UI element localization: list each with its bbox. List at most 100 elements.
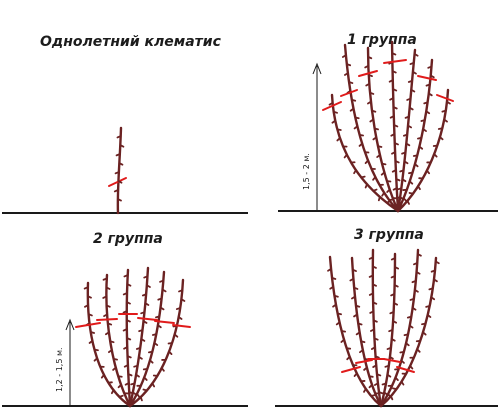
bud-mark: [411, 306, 417, 311]
bud-mark: [328, 101, 334, 106]
bud-mark: [439, 136, 444, 141]
bud-mark: [413, 262, 419, 266]
arrow-head: [312, 62, 322, 75]
bud-mark: [155, 315, 161, 319]
bud-mark: [112, 366, 117, 371]
bud-mark: [336, 137, 341, 142]
bud-mark: [386, 346, 392, 350]
bud-mark: [371, 283, 377, 287]
bud-mark: [157, 297, 163, 301]
cut-mark: [436, 94, 454, 102]
bud-mark: [408, 324, 414, 329]
bud-mark: [441, 109, 447, 113]
bud-mark: [394, 160, 400, 164]
bud-mark: [372, 364, 378, 368]
bud-mark: [123, 346, 129, 350]
panel-group1-title: 1 группа: [347, 32, 417, 48]
bud-mark: [405, 142, 411, 147]
bud-mark: [416, 348, 421, 353]
bud-mark: [417, 136, 423, 140]
bud-mark: [109, 340, 115, 344]
bud-mark: [401, 178, 407, 183]
cut-mark: [154, 320, 175, 324]
bud-mark: [138, 329, 144, 333]
panel-annual-title: Однолетний клематис: [40, 34, 222, 50]
bud-mark: [414, 163, 419, 168]
bud-mark: [180, 298, 186, 302]
bud-mark: [138, 355, 143, 360]
cut-marks: [341, 358, 415, 373]
panel-group3: 3 группа: [275, 227, 498, 408]
bud-mark: [381, 382, 387, 386]
bud-mark: [370, 394, 376, 397]
bud-mark: [386, 188, 391, 193]
bud-mark: [394, 266, 400, 270]
bud-mark: [397, 187, 403, 191]
bud-mark: [102, 277, 108, 281]
bud-mark: [403, 333, 409, 337]
bud-mark: [390, 338, 396, 342]
bud-mark: [426, 313, 432, 318]
bud-mark: [126, 283, 132, 287]
bud-mark: [128, 391, 134, 395]
bud-mark: [417, 185, 421, 191]
cut-mark: [358, 70, 378, 77]
bud-mark: [149, 359, 154, 364]
bud-mark: [118, 394, 124, 398]
cut-marks: [75, 313, 191, 328]
bud-mark: [420, 119, 426, 122]
bud-mark: [89, 331, 96, 334]
bud-mark: [122, 310, 128, 314]
bud-mark: [390, 293, 396, 297]
bud-mark: [388, 79, 394, 83]
bud-mark: [119, 144, 125, 148]
bud-mark: [87, 313, 93, 317]
bud-mark: [359, 349, 364, 354]
bud-mark: [145, 284, 151, 288]
bud-mark: [123, 274, 129, 278]
bud-mark: [391, 70, 397, 74]
bud-mark: [360, 175, 366, 179]
bud-mark: [383, 391, 388, 396]
bud-mark: [389, 311, 395, 315]
bud-mark: [125, 319, 131, 323]
bud-mark: [411, 280, 417, 284]
stem: [371, 248, 383, 408]
bud-mark: [358, 142, 364, 147]
bud-mark: [102, 295, 108, 299]
bud-mark: [349, 107, 355, 112]
bud-mark: [364, 159, 369, 165]
bud-mark: [364, 183, 368, 189]
stem: [379, 248, 420, 408]
bud-mark: [412, 154, 419, 157]
bud-mark: [415, 271, 421, 275]
bud-mark: [88, 339, 94, 344]
bud-mark: [106, 322, 113, 326]
bud-mark: [406, 199, 410, 205]
bud-mark: [327, 268, 332, 272]
bud-mark: [392, 387, 398, 390]
bud-mark: [353, 169, 357, 175]
bud-mark: [372, 188, 378, 192]
bud-mark: [433, 153, 438, 158]
height-arrow: 1,5 - 2 м.: [302, 62, 322, 211]
bud-mark: [105, 304, 111, 308]
bud-mark: [93, 357, 98, 362]
bud-mark: [353, 372, 358, 377]
bud-mark: [127, 373, 133, 377]
bud-mark: [391, 52, 397, 56]
bud-mark: [401, 151, 407, 155]
bud-mark: [392, 187, 398, 191]
bud-mark: [376, 373, 382, 377]
bud-mark: [427, 65, 433, 69]
bud-mark: [369, 310, 375, 314]
bud-mark: [86, 295, 92, 299]
bud-mark: [331, 276, 337, 280]
bud-mark: [372, 136, 378, 141]
bud-mark: [429, 74, 435, 79]
bud-mark: [175, 307, 182, 310]
bud-mark: [84, 304, 89, 308]
bud-mark: [139, 396, 143, 402]
bud-mark: [372, 301, 378, 305]
bud-mark: [340, 338, 345, 343]
